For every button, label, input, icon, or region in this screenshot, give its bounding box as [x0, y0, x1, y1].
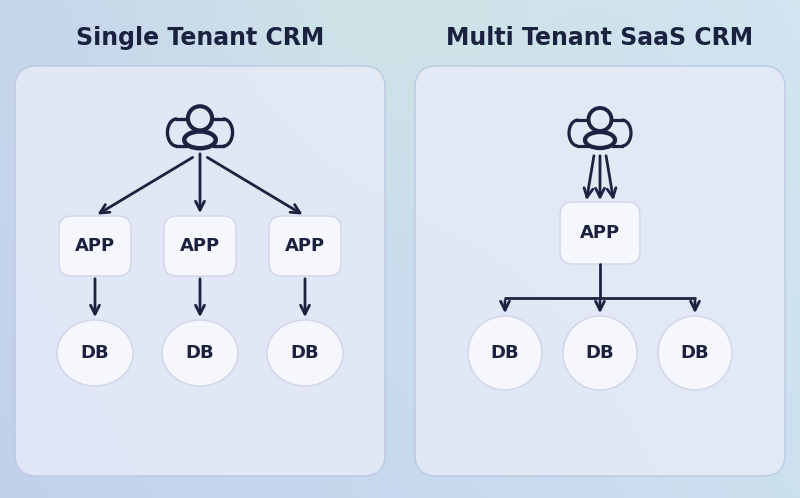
FancyBboxPatch shape: [269, 216, 341, 276]
Text: APP: APP: [75, 237, 115, 255]
FancyBboxPatch shape: [164, 216, 236, 276]
Ellipse shape: [57, 320, 133, 386]
FancyBboxPatch shape: [59, 216, 131, 276]
Text: APP: APP: [180, 237, 220, 255]
FancyBboxPatch shape: [560, 202, 640, 264]
Text: DB: DB: [186, 344, 214, 362]
Text: DB: DB: [681, 344, 710, 362]
Circle shape: [658, 316, 732, 390]
Circle shape: [563, 316, 637, 390]
Text: DB: DB: [81, 344, 110, 362]
FancyBboxPatch shape: [15, 66, 385, 476]
Ellipse shape: [267, 320, 343, 386]
Text: DB: DB: [490, 344, 519, 362]
Text: Single Tenant CRM: Single Tenant CRM: [76, 26, 324, 50]
Text: APP: APP: [580, 224, 620, 242]
Circle shape: [468, 316, 542, 390]
Text: DB: DB: [290, 344, 319, 362]
Text: APP: APP: [285, 237, 325, 255]
Ellipse shape: [162, 320, 238, 386]
FancyBboxPatch shape: [415, 66, 785, 476]
Text: Multi Tenant SaaS CRM: Multi Tenant SaaS CRM: [446, 26, 754, 50]
Text: DB: DB: [586, 344, 614, 362]
